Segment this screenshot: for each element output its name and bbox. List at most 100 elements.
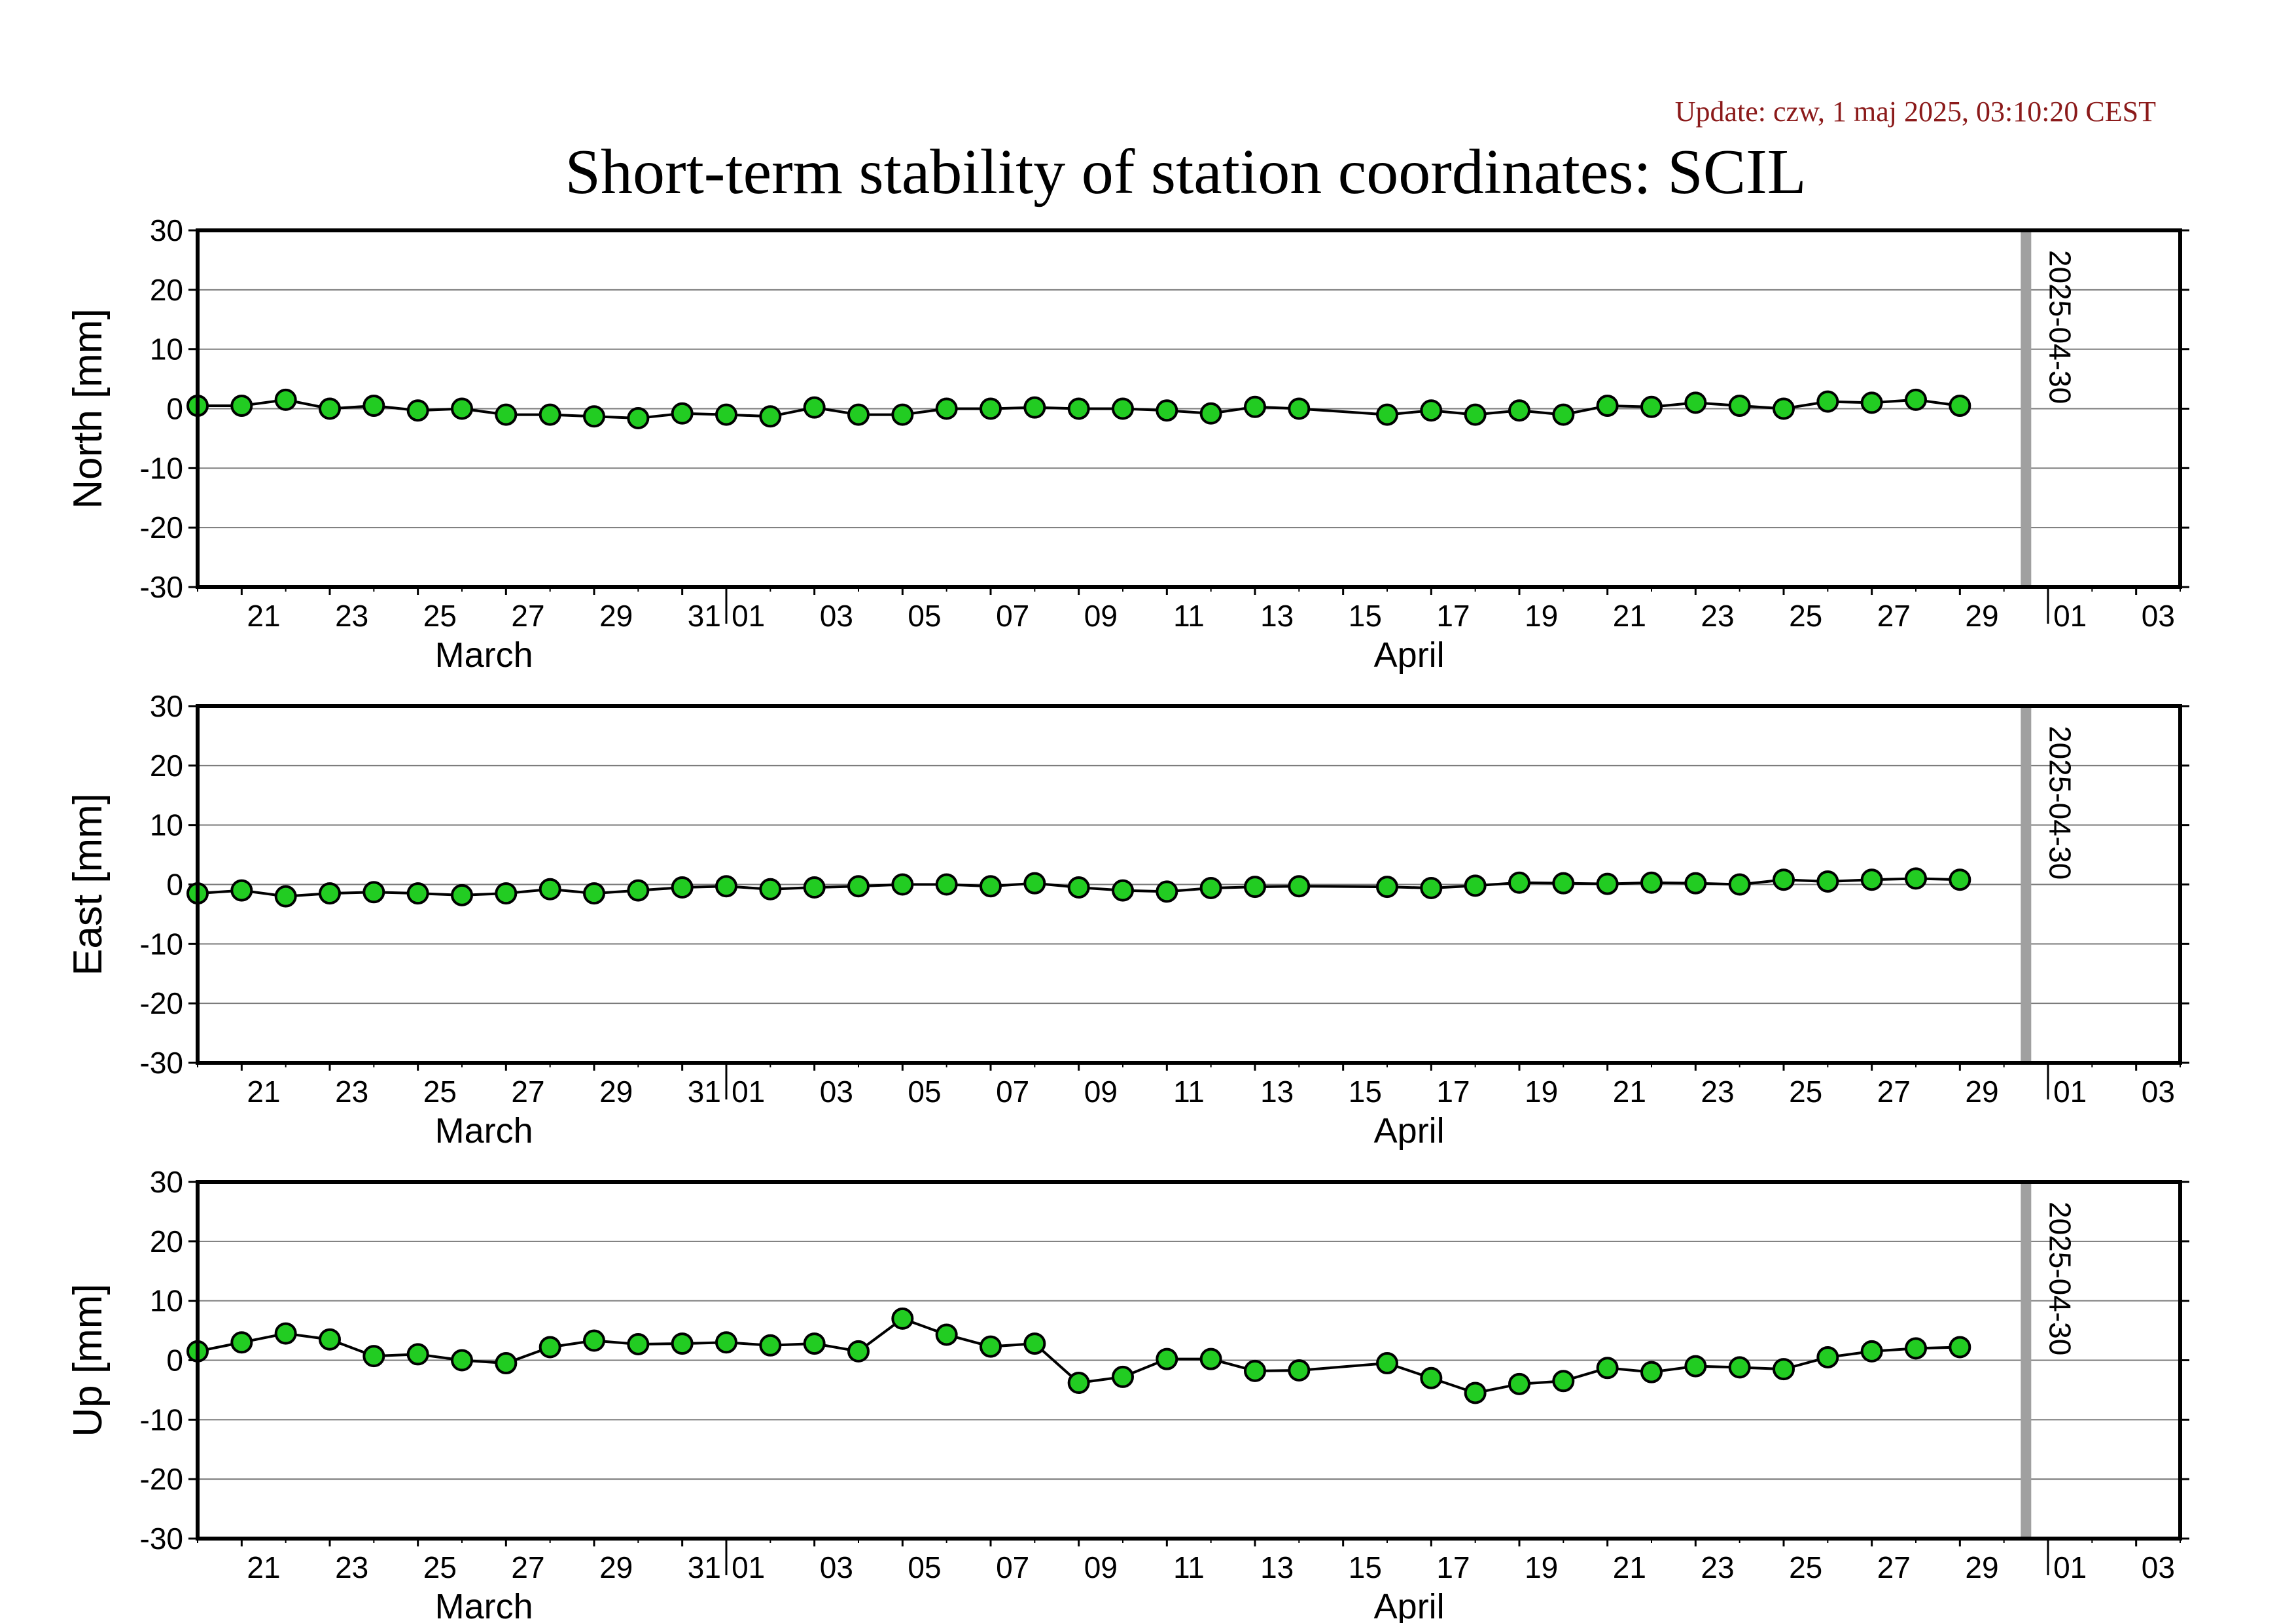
date-marker-label: 2025-04-30 [2043,250,2077,404]
month-label: March [435,635,533,675]
data-point [319,1328,341,1351]
data-point [1596,394,1619,417]
y-tick-label: 0 [166,868,183,902]
data-point [1640,1361,1663,1383]
update-timestamp: Update: czw, 1 maj 2025, 03:10:20 CEST [1675,96,2156,128]
data-point [1156,880,1178,903]
data-point [319,397,341,420]
data-point [803,396,826,419]
data-point [495,1352,518,1375]
y-axis-label: North [mm] [65,308,111,509]
x-tick-label: 27 [1877,599,1911,633]
x-tick-label: 17 [1436,1550,1470,1584]
x-tick-label: 15 [1349,599,1382,633]
data-point [362,1345,385,1368]
x-tick-label: 23 [335,1075,368,1109]
data-point [1773,397,1795,420]
data-point [583,1329,605,1352]
plot-frame [196,704,2182,1065]
data-point [1905,388,1927,411]
data-point [1596,872,1619,895]
data-point [539,403,561,426]
series-line [197,877,1960,898]
x-tick-label: 05 [908,1550,941,1584]
data-point [715,875,737,898]
x-tick-label: 21 [1613,1075,1646,1109]
data-point [1949,394,1971,417]
data-point [980,1335,1002,1358]
x-tick-label: 21 [1613,599,1646,633]
data-point [1156,399,1178,422]
data-point [1552,872,1575,895]
x-tick-label: 03 [2142,599,2175,633]
x-tick-label: 27 [511,1550,544,1584]
x-tick-label: 21 [1613,1550,1646,1584]
data-point [583,882,605,905]
panel-1: 30 20 10 0 -10 -20 -30 2025-04-30 21 23 25 27 29 31 01… [65,689,2189,1150]
data-point [1112,879,1134,902]
data-point [1464,874,1487,897]
x-tick-label: 31 [688,1075,721,1109]
x-tick-label: 27 [1877,1550,1911,1584]
y-tick-label: -10 [140,927,183,961]
data-point [1199,402,1222,425]
y-tick-label: 10 [150,808,183,842]
data-point [1508,1372,1530,1395]
data-point [715,403,737,426]
data-point [1420,399,1443,422]
y-tick-label: 20 [150,749,183,783]
y-tick-label: -30 [140,1046,183,1080]
data-point [1684,391,1707,414]
data-point [1684,1355,1707,1378]
x-tick-label: 11 [1173,599,1205,633]
data-point [935,1323,958,1346]
month-label: April [1374,1587,1445,1623]
data-point [803,1332,826,1355]
data-point [671,876,694,899]
data-point [847,403,870,426]
x-tick-label: 03 [820,1075,853,1109]
x-tick-label: 19 [1525,1550,1558,1584]
month-label: April [1374,635,1445,675]
x-tick-label: 07 [996,1075,1029,1109]
data-point [1023,872,1046,895]
x-tick-label: 21 [247,1550,280,1584]
x-tick-label: 31 [688,1550,721,1584]
x-tick-label: 05 [908,599,941,633]
data-point [1464,1382,1487,1404]
y-tick-label: 30 [150,213,183,247]
data-point [583,405,605,428]
data-point [1728,873,1751,896]
x-tick-label: 01 [2053,1550,2087,1584]
data-point [495,403,518,426]
data-point [1244,395,1266,418]
x-tick-label: 01 [732,1075,765,1109]
data-point [1023,1332,1046,1355]
data-point [1376,1352,1398,1375]
data-point [1067,876,1090,899]
data-point [627,1332,650,1355]
x-tick-label: 27 [1877,1075,1911,1109]
x-tick-label: 17 [1436,1075,1470,1109]
data-point [1199,876,1222,899]
data-point [1156,1347,1178,1370]
x-tick-label: 21 [247,599,280,633]
x-tick-label: 25 [423,1550,457,1584]
x-tick-label: 29 [599,599,633,633]
x-tick-label: 09 [1084,599,1118,633]
x-tick-label: 31 [688,599,721,633]
data-point [1728,1356,1751,1379]
month-label: March [435,1111,533,1150]
data-point [1199,1347,1222,1370]
data-point [1067,397,1090,420]
data-point [1860,868,1883,891]
x-tick-label: 15 [1349,1550,1382,1584]
x-tick-label: 01 [732,599,765,633]
x-tick-label: 23 [335,1550,368,1584]
x-tick-label: 01 [2053,1075,2087,1109]
x-tick-label: 13 [1260,599,1294,633]
data-point [759,405,782,428]
data-point [1288,875,1311,898]
data-point [1023,396,1046,419]
